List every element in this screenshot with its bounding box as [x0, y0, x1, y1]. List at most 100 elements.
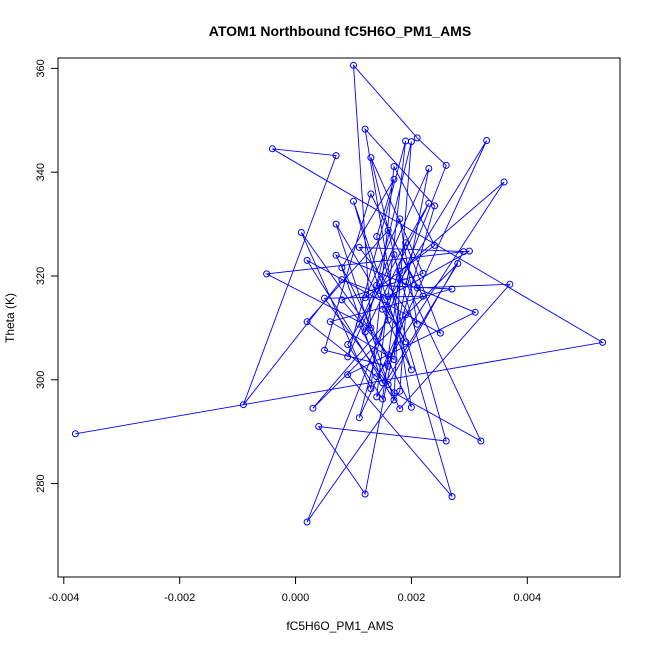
data-point [402, 278, 410, 286]
data-point [431, 202, 439, 210]
chart-title: ATOM1 Northbound fC5H6O_PM1_AMS [209, 23, 471, 39]
data-point [396, 215, 404, 223]
data-point [71, 430, 79, 438]
data-point [338, 264, 346, 272]
data-point [442, 437, 450, 445]
data-point [309, 404, 317, 412]
data-point [344, 353, 352, 361]
y-tick-label: 360 [35, 59, 47, 77]
x-axis-label: fC5H6O_PM1_AMS [286, 619, 393, 633]
data-point [367, 385, 375, 393]
data-point [425, 165, 433, 172]
data-point [477, 437, 485, 445]
data-point [361, 125, 369, 133]
data-point [384, 226, 392, 234]
data-point [321, 346, 328, 354]
data-point [332, 220, 340, 228]
x-tick-label: 0.000 [282, 592, 310, 604]
data-point [413, 320, 421, 328]
data-point [390, 175, 398, 183]
data-point [321, 294, 328, 302]
data-point [315, 423, 323, 430]
data-point [413, 284, 421, 292]
data-point [483, 137, 491, 144]
data-point [500, 178, 508, 186]
data-point [379, 305, 386, 313]
x-axis: -0.004 -0.002 0.000 0.002 0.004 [48, 577, 541, 604]
x-tick-label: -0.004 [48, 592, 79, 604]
data-point [263, 270, 271, 278]
data-point [268, 145, 276, 153]
data-point [448, 493, 456, 501]
data-point [419, 269, 427, 277]
data-point [239, 401, 247, 409]
data-point [506, 280, 514, 288]
data-point [350, 197, 357, 205]
data-point [373, 233, 381, 240]
data-point [471, 308, 479, 316]
data-point [332, 251, 340, 259]
data-point [384, 351, 392, 359]
y-axis: 280 300 320 340 360 [35, 59, 58, 493]
data-point [355, 414, 363, 422]
data-point [384, 293, 392, 301]
data-point [436, 329, 444, 337]
data-point [367, 190, 375, 198]
series-line [75, 64, 604, 523]
data-point [390, 396, 398, 404]
data-point [402, 311, 410, 319]
data-point [361, 490, 369, 498]
data-point [390, 356, 398, 363]
data-point [413, 134, 421, 142]
y-tick-label: 320 [35, 267, 47, 285]
data-point [303, 256, 311, 264]
data-point [367, 154, 375, 162]
data-point [332, 152, 340, 160]
data-point [599, 338, 607, 346]
data-point [396, 405, 404, 413]
data-point [297, 228, 305, 236]
data-point [350, 61, 357, 69]
data-point [338, 276, 346, 284]
y-tick-label: 280 [35, 474, 47, 492]
data-point [384, 362, 392, 370]
data-point [338, 296, 346, 304]
x-tick-label: 0.002 [398, 592, 426, 604]
y-tick-label: 340 [35, 163, 47, 181]
data-point [373, 373, 381, 381]
x-tick-label: 0.004 [514, 592, 542, 604]
data-point [379, 395, 386, 403]
data-point [361, 294, 369, 302]
data-point [361, 328, 369, 336]
data-point [367, 324, 375, 332]
data-point [454, 260, 462, 267]
data-point [384, 381, 392, 388]
data-point [460, 248, 468, 256]
y-axis-label: Theta (K) [3, 293, 17, 343]
plot-frame [57, 57, 621, 578]
data-point [402, 239, 410, 247]
series-layer [71, 61, 607, 526]
data-point [407, 138, 415, 146]
data-point [390, 251, 398, 259]
data-point [344, 371, 352, 379]
x-tick-label: -0.002 [164, 592, 195, 604]
data-point [390, 389, 398, 397]
data-point [355, 243, 363, 251]
data-point [384, 316, 392, 324]
data-point [448, 285, 456, 293]
y-tick-label: 300 [35, 371, 47, 389]
data-point [396, 267, 404, 275]
data-point [402, 338, 410, 346]
data-point [396, 274, 404, 282]
data-point [425, 199, 433, 207]
data-point [344, 341, 352, 348]
data-point [326, 318, 334, 326]
data-point [419, 292, 427, 300]
data-point [355, 320, 363, 328]
data-point [407, 366, 415, 374]
data-point [303, 518, 311, 526]
data-point [303, 318, 311, 326]
data-point [431, 241, 439, 249]
